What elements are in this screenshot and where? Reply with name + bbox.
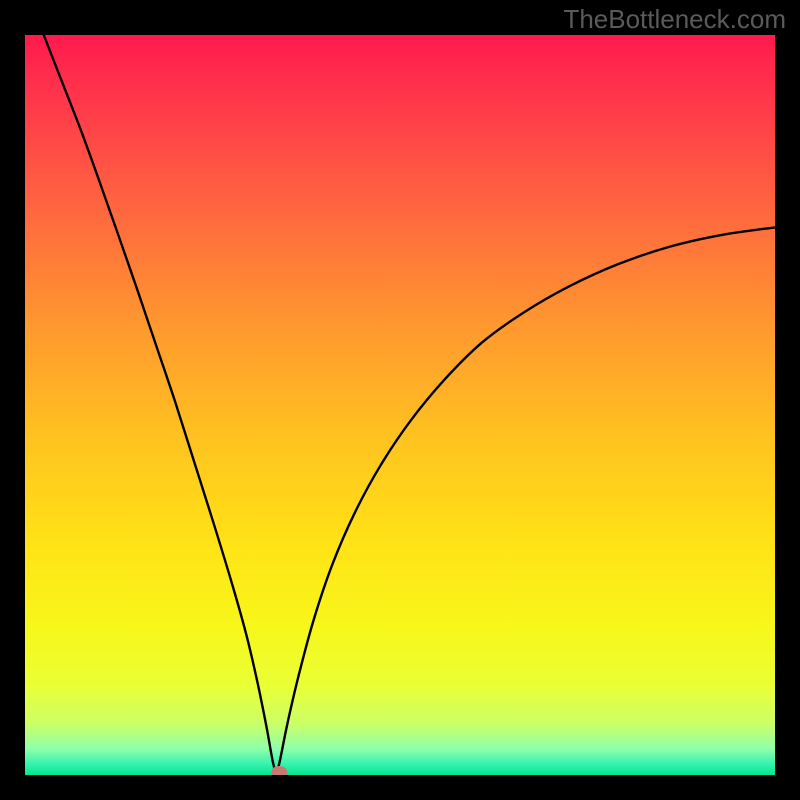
- watermark-text: TheBottleneck.com: [563, 4, 786, 35]
- plot-area: [25, 35, 775, 775]
- plot-svg: [25, 35, 775, 775]
- gradient-bg: [25, 35, 775, 775]
